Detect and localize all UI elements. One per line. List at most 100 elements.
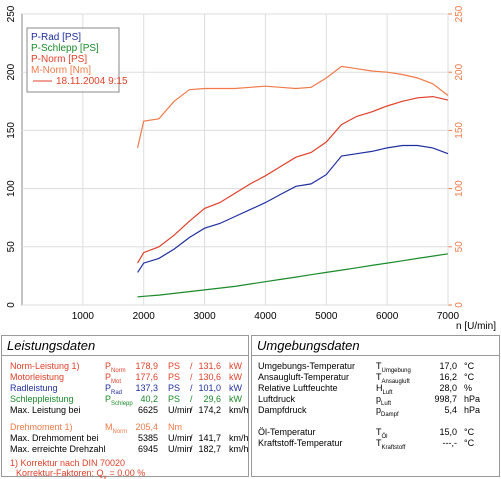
y-tick-label: 100 — [6, 180, 17, 197]
unit: PS — [168, 394, 181, 404]
data-row: Dampfdruck pDampf 5,4 hPa — [252, 405, 499, 418]
x-tick-label: 7000 — [437, 311, 460, 322]
unit: PS — [168, 372, 181, 382]
symbol-sub: Mot — [111, 378, 122, 385]
y-tick-label: 0 — [6, 302, 17, 308]
value: 131,6 — [198, 361, 221, 371]
legend-entry: P-Norm [PS] — [31, 54, 87, 65]
symbol-base: p — [376, 405, 382, 415]
data-row: Drehmoment 1) MNorm 205,4 Nm — [2, 422, 248, 435]
panel-title: Umgebungsdaten — [252, 336, 499, 356]
rows: Norm-Leistung 1) PNorm 178,9 PS/131,6 kW Moto… — [2, 361, 249, 455]
symbol-sub: Umgebung — [381, 367, 411, 374]
y2-tick-label: 100 — [454, 180, 465, 197]
separator: / — [190, 383, 193, 393]
data-row: Relative Luftfeuchte HLuft 28,0% — [252, 383, 499, 396]
symbol-sub: Dampf — [381, 411, 399, 418]
y2-tick-label: 50 — [454, 241, 465, 253]
x-tick-label: 3000 — [193, 311, 216, 322]
symbol-base: T — [376, 361, 382, 371]
x-axis-label: n [U/min] — [456, 321, 496, 332]
y-tick-label: 150 — [6, 122, 17, 139]
data-row: Ansaugluft-Temperatur TAnsaugluft 16,2 °C — [252, 372, 499, 385]
value: 177,6 — [135, 372, 158, 382]
rows: Umgebungs-Temperatur TUmgebung 17,0 °C Ansau… — [252, 361, 499, 451]
value: 29,6 — [203, 394, 221, 404]
unit: U/min — [168, 405, 192, 415]
symbol-base: P — [105, 372, 112, 382]
x-tick-label: 1000 — [72, 311, 95, 322]
row-label: Relative Luftfeuchte — [258, 383, 338, 393]
symbol-base: T — [376, 427, 382, 437]
symbol: TAnsaugluft — [376, 372, 410, 388]
separator: / — [190, 394, 193, 404]
symbol: TKraftstoff — [376, 438, 405, 454]
symbol: PNorm — [105, 361, 126, 377]
unit: km/h — [229, 433, 249, 443]
unit: °C — [464, 361, 475, 371]
separator: / — [190, 405, 193, 415]
row-label: Öl-Temperatur — [258, 427, 316, 437]
symbol-sub: Ansaugluft — [381, 378, 410, 385]
value: 182,7 — [198, 444, 221, 454]
unit: hPa — [464, 405, 481, 415]
symbol-base: p — [376, 394, 382, 404]
unit: PS — [168, 383, 181, 393]
value: 28,0 — [439, 383, 457, 393]
symbol: HLuft — [376, 383, 393, 399]
data-row: Öl-Temperatur TÖl 15,0 °C — [252, 427, 499, 440]
value: 137,3 — [135, 383, 158, 393]
value: 141,7 — [198, 433, 221, 443]
value: 16,2 — [439, 372, 457, 382]
series-line — [137, 95, 449, 264]
value: 998,7 — [434, 394, 457, 404]
data-row: Max. Leistung bei 6625 U/min/ 174,2 km/h — [2, 405, 249, 416]
data-row: Kraftstoff-Temperatur TKraftstoff ---,- °C — [252, 438, 499, 451]
row-label: Umgebungs-Temperatur — [258, 361, 356, 371]
separator: / — [190, 361, 193, 371]
note: Korrektur-Faktoren: Qy = 0.00 % — [16, 468, 145, 479]
separator: / — [190, 433, 193, 443]
chart: 0 50 100 150 200 250 0 50 100 150 200 250 1000 2000 30… — [6, 5, 496, 332]
series-line — [137, 144, 449, 273]
note-part: Korrektur-Faktoren: Q — [16, 468, 104, 478]
row-label: Kraftstoff-Temperatur — [258, 438, 343, 448]
symbol: PRad — [105, 383, 122, 399]
symbol-sub: Öl — [381, 433, 388, 440]
data-row: Max. Drehmoment bei 5385 U/min/ 141,7 km/h — [2, 433, 249, 444]
data-row: Schleppleistung PSchlepp 40,2 PS / 29,6 kW — [2, 394, 248, 407]
legend-entry: P-Schlepp [PS] — [31, 43, 99, 54]
series-line — [137, 253, 449, 298]
value: 101,0 — [198, 383, 221, 393]
value: ---,- — [442, 438, 458, 448]
y-tick-label: 200 — [6, 63, 17, 80]
note-part: = 0.00 % — [109, 468, 146, 478]
value: 40,2 — [140, 394, 158, 404]
y2-tick-label: 150 — [454, 122, 465, 139]
x-tick-label: 5000 — [315, 311, 338, 322]
data-row: Radleistung PRad 137,3 PS / 101,0 kW — [2, 383, 248, 396]
unit: Nm — [168, 422, 182, 432]
value: 205,4 — [135, 422, 158, 432]
x-tick-label: 6000 — [376, 311, 399, 322]
row-label: Drehmoment 1) — [10, 422, 73, 432]
x-tick-label: 4000 — [254, 311, 277, 322]
y2-tick-label: 200 — [454, 63, 465, 80]
symbol-base: P — [105, 383, 112, 393]
y-tick-label: 250 — [6, 5, 17, 22]
symbol: TÖl — [376, 427, 388, 443]
unit: % — [464, 383, 473, 393]
y2-tick-label: 250 — [454, 5, 465, 22]
row-label: Ansaugluft-Temperatur — [258, 372, 350, 382]
unit: °C — [464, 438, 475, 448]
symbol-sub: Luft — [381, 400, 392, 407]
symbol-sub: Luft — [382, 389, 393, 396]
value: 17,0 — [439, 361, 457, 371]
row-label: Dampfdruck — [258, 405, 307, 415]
symbol-base: T — [376, 372, 382, 382]
unit: kW — [229, 361, 242, 371]
panel-title: Leistungsdaten — [2, 336, 248, 356]
data-row: Norm-Leistung 1) PNorm 178,9 PS / 131,6 kW — [2, 361, 248, 374]
separator: / — [190, 372, 193, 382]
